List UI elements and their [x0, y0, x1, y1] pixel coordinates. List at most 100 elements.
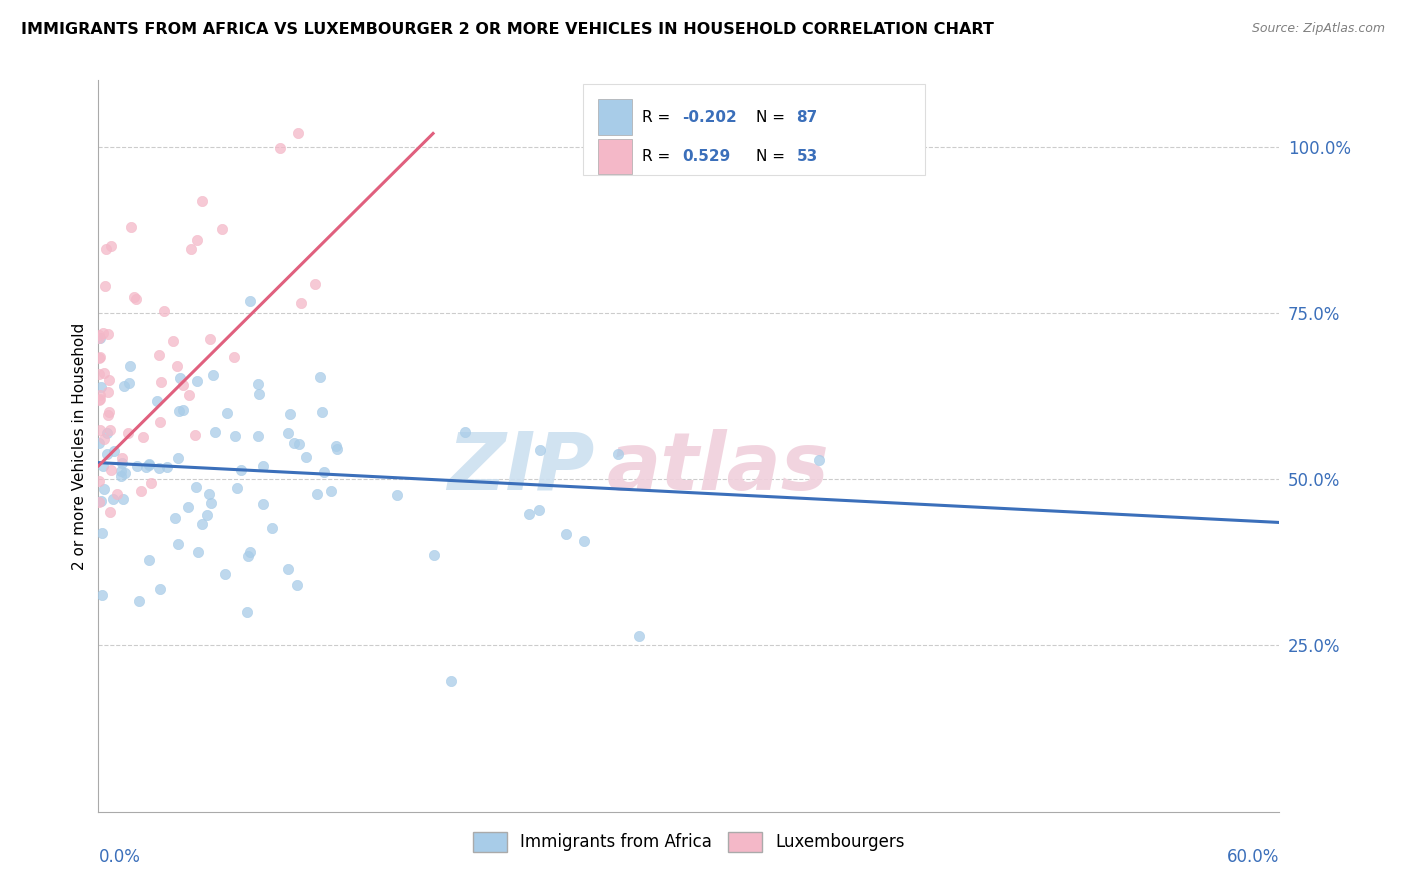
Point — [148, 461, 170, 475]
Point — [247, 429, 270, 443]
Point — [110, 469, 132, 483]
Text: ZIP: ZIP — [447, 429, 595, 507]
Point — [149, 415, 172, 429]
Text: R =: R = — [641, 149, 675, 164]
Point — [121, 220, 143, 235]
Point — [166, 537, 188, 551]
Point — [132, 430, 155, 444]
Point — [87, 367, 110, 381]
Point — [808, 452, 831, 467]
Text: R =: R = — [641, 110, 675, 125]
Point — [527, 503, 550, 517]
Point — [262, 521, 284, 535]
Point — [247, 387, 270, 401]
Point — [198, 332, 221, 346]
Point — [97, 327, 120, 342]
Point — [454, 425, 477, 439]
Point — [309, 370, 332, 384]
Point — [89, 331, 111, 345]
Point — [87, 436, 110, 450]
Point — [89, 423, 111, 437]
Point — [98, 373, 121, 387]
FancyBboxPatch shape — [582, 84, 925, 176]
Point — [89, 475, 111, 489]
Point — [114, 379, 136, 393]
Point — [191, 194, 214, 208]
Point — [236, 549, 259, 564]
Point — [385, 488, 408, 502]
Point — [198, 486, 221, 500]
Point — [179, 387, 201, 401]
Point — [138, 553, 160, 567]
Point — [90, 380, 112, 394]
Point — [97, 385, 120, 400]
Point — [150, 375, 173, 389]
Point — [100, 463, 122, 477]
Point — [90, 526, 112, 541]
Point — [87, 494, 110, 508]
Point — [305, 486, 328, 500]
Point — [98, 506, 121, 520]
Point — [319, 484, 342, 499]
Point — [138, 457, 160, 471]
Point — [252, 497, 274, 511]
Point — [90, 588, 112, 602]
Text: Source: ZipAtlas.com: Source: ZipAtlas.com — [1251, 22, 1385, 36]
Point — [110, 464, 132, 478]
Point — [184, 427, 207, 442]
Text: 87: 87 — [796, 110, 818, 125]
Point — [287, 437, 309, 451]
Point — [149, 582, 172, 597]
Point — [204, 425, 226, 439]
Text: N =: N = — [756, 149, 790, 164]
Point — [211, 222, 233, 236]
Point — [96, 447, 118, 461]
Y-axis label: 2 or more Vehicles in Household: 2 or more Vehicles in Household — [72, 322, 87, 570]
Point — [217, 406, 239, 420]
Point — [97, 409, 120, 423]
Point — [287, 127, 309, 141]
Point — [277, 426, 299, 441]
Point — [135, 460, 157, 475]
Point — [138, 458, 160, 472]
Point — [117, 376, 139, 390]
Text: 60.0%: 60.0% — [1227, 848, 1279, 866]
Point — [122, 290, 145, 304]
Point — [247, 377, 270, 392]
Text: 0.529: 0.529 — [682, 149, 730, 164]
Point — [607, 447, 630, 461]
Point — [283, 435, 305, 450]
Point — [114, 466, 136, 480]
Point — [311, 404, 333, 418]
Point — [239, 293, 262, 308]
Text: IMMIGRANTS FROM AFRICA VS LUXEMBOURGER 2 OR MORE VEHICLES IN HOUSEHOLD CORRELATI: IMMIGRANTS FROM AFRICA VS LUXEMBOURGER 2… — [21, 22, 994, 37]
Point — [529, 443, 551, 458]
Point — [554, 527, 576, 541]
Point — [103, 443, 125, 458]
Point — [96, 242, 118, 256]
Point — [222, 350, 245, 364]
Point — [191, 516, 214, 531]
Point — [187, 545, 209, 559]
Point — [112, 492, 135, 507]
Point — [627, 629, 650, 643]
Point — [167, 451, 190, 466]
Point — [172, 402, 194, 417]
Point — [180, 242, 202, 256]
Point — [100, 238, 122, 252]
Point — [280, 407, 302, 421]
Point — [146, 394, 169, 409]
Point — [277, 561, 299, 575]
Point — [93, 366, 115, 380]
FancyBboxPatch shape — [598, 138, 633, 175]
Point — [89, 392, 111, 407]
Point — [290, 296, 312, 310]
Point — [125, 292, 148, 306]
Point — [93, 482, 115, 496]
Point — [101, 491, 124, 506]
Point — [93, 326, 115, 340]
Point — [89, 351, 111, 365]
Point — [325, 442, 347, 456]
Point — [89, 388, 111, 402]
Point — [226, 481, 249, 495]
